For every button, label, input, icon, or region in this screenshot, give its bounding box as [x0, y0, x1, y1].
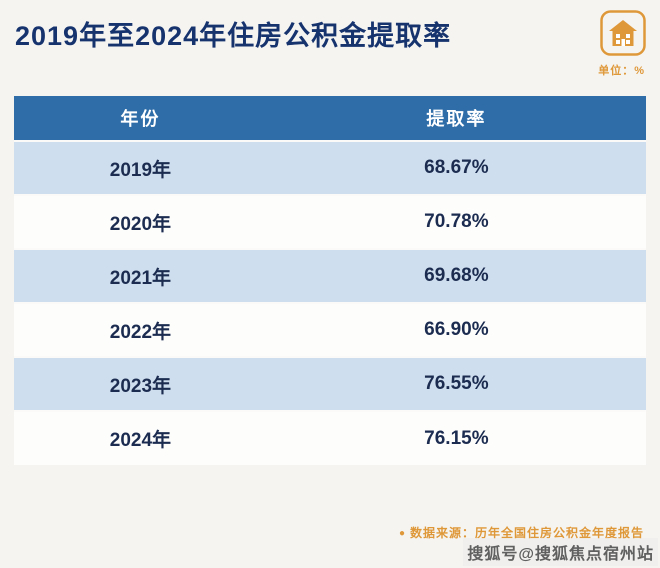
unit-label: 单位：%	[598, 65, 645, 77]
table-row: 2024年 76.15%	[14, 410, 646, 465]
source-note: ● 数据来源：历年全国住房公积金年度报告	[399, 524, 644, 541]
rate-cell: 76.55%	[266, 356, 646, 411]
year-cell: 2023年	[14, 356, 267, 411]
rate-cell: 69.68%	[266, 248, 646, 303]
bullet-dot-icon: ●	[398, 528, 406, 539]
table-row: 2021年 69.68%	[14, 248, 646, 303]
page-title: 2019年至2024年住房公积金提取率	[15, 21, 452, 51]
table-row: 2023年 76.55%	[14, 356, 646, 411]
rate-cell: 70.78%	[266, 194, 646, 249]
table-row: 2019年 68.67%	[14, 140, 646, 195]
source-text: 数据来源：历年全国住房公积金年度报告	[409, 526, 644, 540]
table-header-row: 年份 提取率	[14, 96, 646, 141]
year-cell: 2024年	[14, 410, 267, 465]
rate-cell: 76.15%	[266, 410, 646, 465]
year-cell: 2021年	[14, 248, 267, 303]
rate-cell: 66.90%	[266, 302, 646, 357]
house-building-icon	[600, 10, 646, 56]
withdrawal-rate-table: 年份 提取率 2019年 68.67% 2020年 70.78% 2021年 6…	[14, 96, 646, 465]
table-row: 2020年 70.78%	[14, 194, 646, 249]
column-header-rate: 提取率	[266, 96, 646, 141]
year-cell: 2019年	[14, 140, 267, 195]
watermark-text: 搜狐号@搜狐焦点宿州站	[463, 538, 658, 566]
rate-cell: 68.67%	[266, 140, 646, 195]
year-cell: 2020年	[14, 194, 267, 249]
table-row: 2022年 66.90%	[14, 302, 646, 357]
column-header-year: 年份	[14, 96, 267, 141]
year-cell: 2022年	[14, 302, 267, 357]
